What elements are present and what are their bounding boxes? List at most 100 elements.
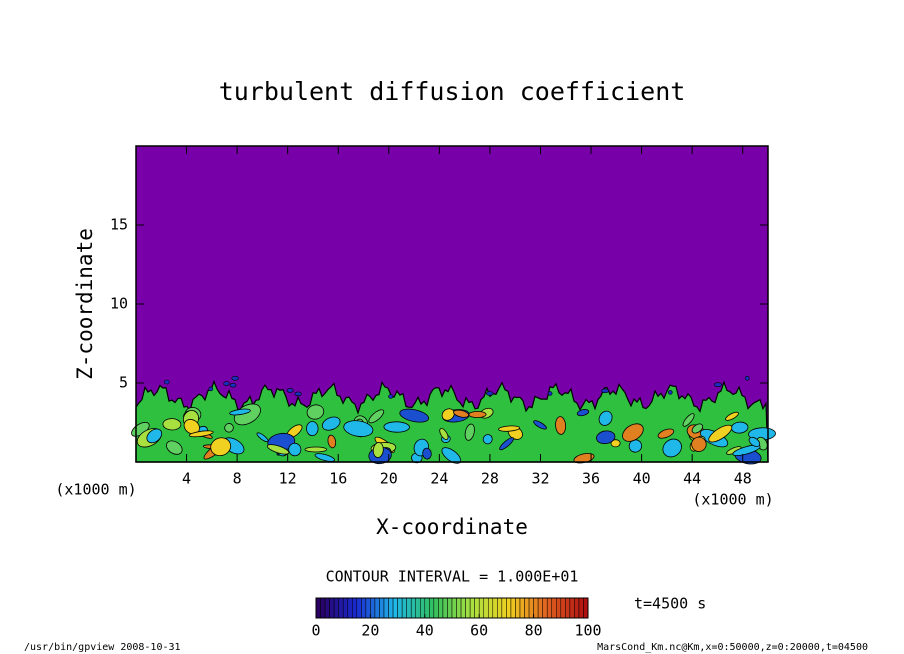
colorbar-tick-label: 40 (416, 622, 434, 640)
colorbar-tick-label: 20 (361, 622, 379, 640)
colorbar-stripe (537, 597, 543, 619)
colorbar-stripe (492, 597, 498, 619)
colorbar-stripe (497, 597, 503, 619)
x-unit-label: (x1000 m) (692, 491, 773, 509)
colorbar-stripe (456, 597, 462, 619)
colorbar-stripe (320, 597, 326, 619)
colorbar-stripe (433, 597, 439, 619)
x-tick-label: 4 (182, 470, 191, 488)
contour-blob (229, 408, 251, 416)
colorbar-stripe (365, 597, 371, 619)
contour-blob (482, 434, 493, 445)
contour-blob (231, 375, 239, 381)
contour-blob (229, 382, 237, 388)
contour-blob (732, 444, 761, 456)
y-tick-label: 5 (119, 374, 128, 392)
colorbar-stripe (424, 597, 430, 619)
contour-blob (748, 436, 761, 447)
colorbar-stripe (338, 597, 344, 619)
colorbar-stripe (533, 597, 539, 619)
contour-blob (288, 442, 302, 457)
contour-blob (210, 437, 232, 457)
colorbar-stripe (374, 597, 380, 619)
colorbar-tick-label: 0 (311, 622, 320, 640)
contour-blob (327, 434, 337, 449)
colorbar-stripe (478, 597, 484, 619)
colorbar-stripe (583, 597, 589, 619)
colorbar-stripe (420, 597, 426, 619)
y-axis-title: Z-coordinate (73, 228, 97, 380)
contour-blob (422, 447, 432, 460)
contour-blob (294, 391, 302, 397)
x-axis-title: X-coordinate (376, 515, 528, 539)
x-tick-label: 16 (329, 470, 347, 488)
colorbar-stripe (329, 597, 335, 619)
colorbar-stripe (560, 597, 566, 619)
colorbar-stripe (429, 597, 435, 619)
contour-blob (725, 411, 739, 421)
colorbar-stripe (483, 597, 489, 619)
colorbar-stripe (397, 597, 403, 619)
colorbar-stripe (442, 597, 448, 619)
x-tick-label: 44 (683, 470, 701, 488)
contour-blob (601, 388, 609, 394)
y-tick-label: 10 (110, 295, 128, 313)
x-unit-label: (x1000 m) (55, 481, 136, 499)
colorbar-stripe (515, 597, 521, 619)
contour-blob (622, 423, 644, 442)
contour-blob (486, 391, 494, 396)
contour-blob (598, 410, 613, 426)
colorbar-stripe (401, 597, 407, 619)
x-tick-label: 36 (582, 470, 600, 488)
contour-blob (662, 438, 682, 458)
contour-blob (708, 424, 733, 443)
colorbar-stripe (465, 597, 471, 619)
contour-blob (306, 404, 325, 420)
contour-blob (547, 391, 553, 396)
contour-blob (388, 394, 394, 399)
x-tick-label: 32 (531, 470, 549, 488)
x-tick-label: 20 (380, 470, 398, 488)
contour-blob (188, 430, 214, 438)
contour-blob (439, 428, 449, 440)
colorbar-stripe (333, 597, 339, 619)
colorbar-stripe (519, 597, 525, 619)
contour-blob (266, 444, 290, 455)
colorbar-stripe (438, 597, 444, 619)
colorbar-stripe (469, 597, 475, 619)
footer-right: MarsCond_Km.nc@Km,x=0:50000,z=0:20000,t=… (597, 642, 868, 653)
colorbar-tick-label: 80 (525, 622, 543, 640)
contour-blob (468, 410, 487, 419)
colorbar-stripe (524, 597, 530, 619)
colorbar-stripe (383, 597, 389, 619)
colorbar-stripe (324, 597, 330, 619)
colorbar-stripe (406, 597, 412, 619)
contour-blob (498, 425, 521, 432)
time-label: t=4500 s (634, 595, 706, 613)
colorbar-stripe (388, 597, 394, 619)
footer-left: /usr/bin/gpview 2008-10-31 (24, 642, 181, 653)
contour-blob (321, 416, 341, 431)
contour-blob (533, 420, 547, 430)
colorbar-stripe (565, 597, 571, 619)
contour-blob (372, 442, 384, 458)
colorbar-stripe (551, 597, 557, 619)
contour-blob (163, 379, 170, 385)
contour-blob (464, 423, 475, 441)
colorbar-stripe (556, 597, 562, 619)
colorbar-stripe (528, 597, 534, 619)
colorbar-stripe (574, 597, 580, 619)
colorbar-stripe (361, 597, 367, 619)
contour-blob (691, 436, 707, 452)
contour-blob (304, 446, 328, 453)
contour-blob (576, 409, 590, 417)
colorbar-stripe (546, 597, 552, 619)
colorbar-stripe (501, 597, 507, 619)
colorbar-stripe (506, 597, 512, 619)
colorbar-stripe (569, 597, 575, 619)
colorbar-stripe (410, 597, 416, 619)
colorbar-stripe (451, 597, 457, 619)
contour-blob (596, 430, 616, 445)
contour-blob (691, 423, 704, 434)
